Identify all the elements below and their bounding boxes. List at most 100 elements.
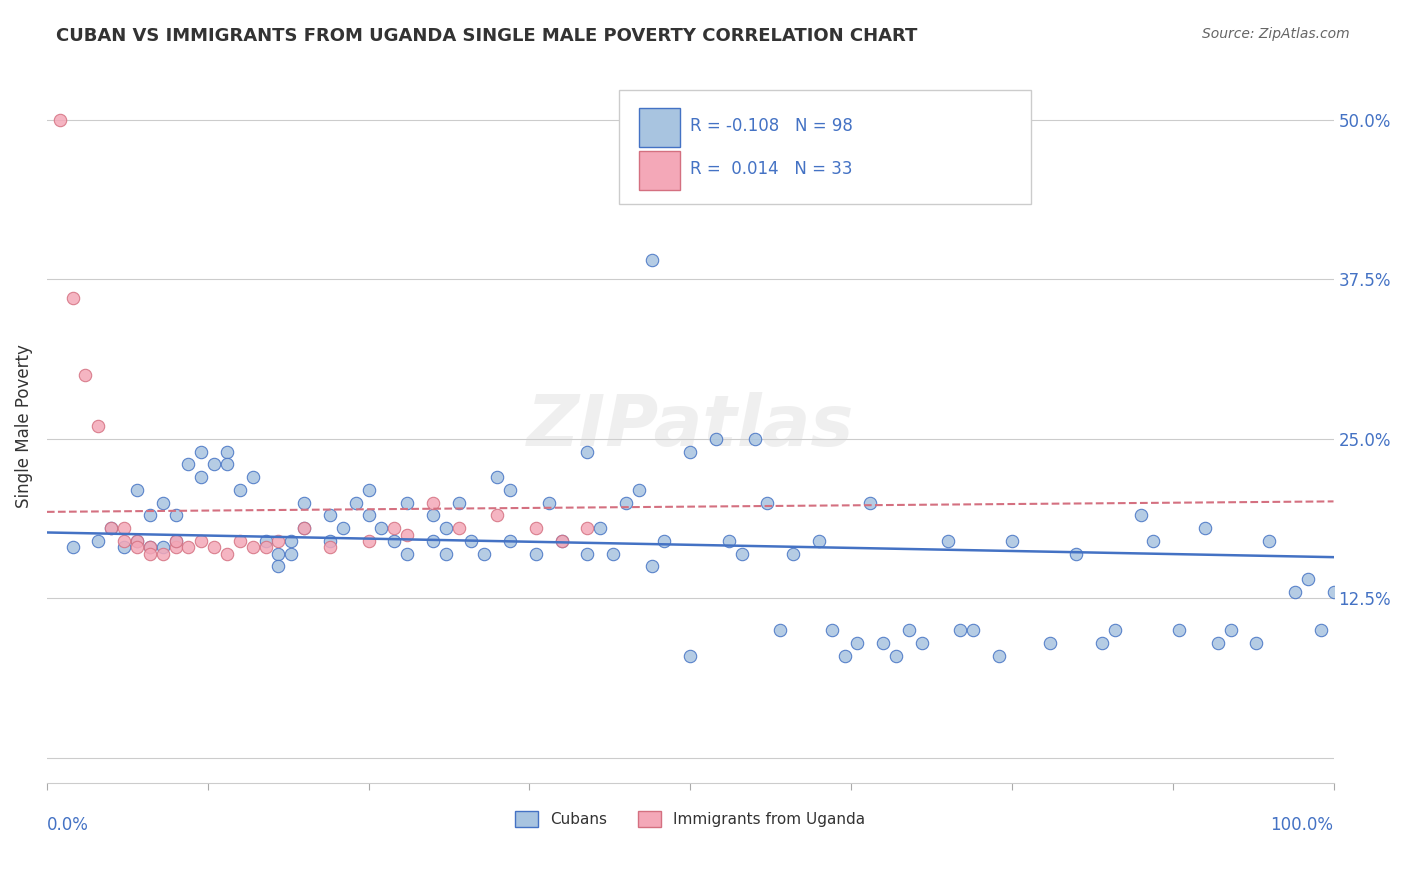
FancyBboxPatch shape [620,90,1031,204]
Point [267,547,290,561]
Point [396,495,419,509]
Point [1091,636,1114,650]
Text: ZIPatlas: ZIPatlas [526,392,853,460]
Text: 0.0%: 0.0% [46,815,89,834]
Point [422,508,444,523]
Point [486,470,509,484]
Point [859,495,882,509]
Point [139,541,162,555]
Point [897,624,920,638]
Point [112,521,135,535]
Point [382,521,405,535]
Point [152,547,174,561]
Point [1246,636,1268,650]
Point [576,521,599,535]
Point [165,533,187,548]
Point [846,636,869,650]
Point [229,483,252,497]
Point [1142,533,1164,548]
Point [602,547,624,561]
Point [100,521,122,535]
Point [447,495,470,509]
Point [1284,585,1306,599]
Point [434,547,457,561]
Point [1104,624,1126,638]
Point [292,495,315,509]
Point [807,533,830,548]
Point [202,458,225,472]
Point [537,495,560,509]
Point [988,648,1011,663]
Point [396,527,419,541]
Point [614,495,637,509]
Point [125,533,148,548]
Point [1129,508,1152,523]
Point [112,541,135,555]
Point [139,547,162,561]
Point [1194,521,1216,535]
Point [486,508,509,523]
Point [1039,636,1062,650]
Text: R =  0.014   N = 33: R = 0.014 N = 33 [690,160,852,178]
Point [267,533,290,548]
Point [202,541,225,555]
Y-axis label: Single Male Poverty: Single Male Poverty [15,344,32,508]
Point [87,533,110,548]
Point [292,521,315,535]
Point [472,547,495,561]
Point [962,624,984,638]
Point [627,483,650,497]
Point [769,624,792,638]
Point [1168,624,1191,638]
Point [292,521,315,535]
Point [280,547,302,561]
Point [139,508,162,523]
Point [165,533,187,548]
Point [332,521,354,535]
Point [499,483,522,497]
Point [49,112,72,127]
Point [1309,624,1331,638]
Point [165,541,187,555]
Point [242,470,264,484]
Point [1219,624,1241,638]
Point [550,533,572,548]
Point [884,648,907,663]
Point [744,432,766,446]
Point [382,533,405,548]
Point [422,495,444,509]
Point [434,521,457,535]
FancyBboxPatch shape [638,108,681,147]
Text: Source: ZipAtlas.com: Source: ZipAtlas.com [1202,27,1350,41]
Point [550,533,572,548]
Point [936,533,959,548]
Point [872,636,894,650]
Point [447,521,470,535]
Point [357,508,380,523]
Point [460,533,482,548]
Point [949,624,972,638]
Point [1296,572,1319,586]
Point [640,559,662,574]
Point [1206,636,1229,650]
Point [344,495,367,509]
Point [319,541,342,555]
Point [756,495,779,509]
Point [165,508,187,523]
Point [177,458,200,472]
Point [152,495,174,509]
Point [576,547,599,561]
Point [152,541,174,555]
Point [524,547,547,561]
Point [242,541,264,555]
Point [190,444,212,458]
Text: R = -0.108   N = 98: R = -0.108 N = 98 [690,117,853,135]
Legend: Cubans, Immigrants from Uganda: Cubans, Immigrants from Uganda [509,805,872,833]
Point [62,541,84,555]
Point [576,444,599,458]
Point [215,444,238,458]
Point [589,521,612,535]
Point [370,521,392,535]
Point [254,533,277,548]
Point [731,547,754,561]
